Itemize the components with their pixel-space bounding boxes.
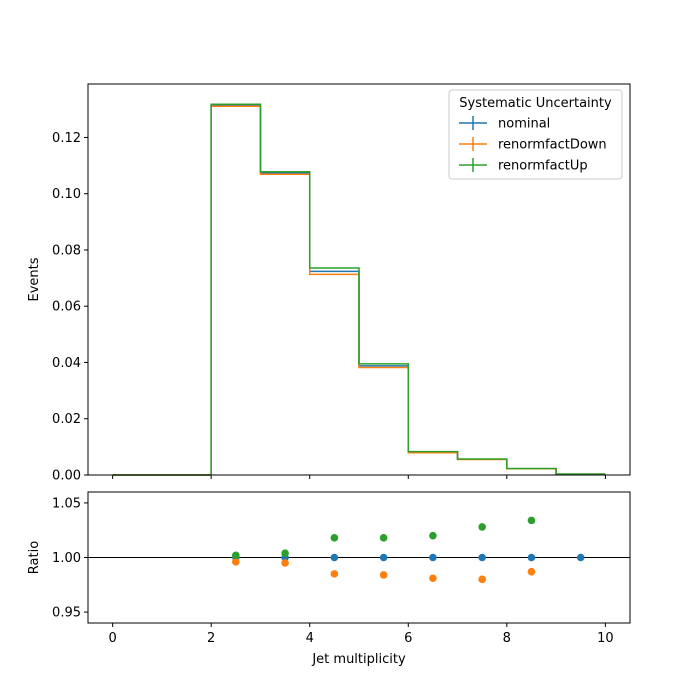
ratio-x-tick-label: 10 — [597, 631, 614, 646]
ratio-point-nominal — [478, 553, 486, 562]
main-panel: 0.00 0.02 0.04 0.06 0.08 0.10 0.12 Events System… — [27, 83, 631, 484]
histogram-renormfactUp — [112, 103, 606, 476]
ratio-x-tick-label: 2 — [207, 631, 215, 646]
ratio-panel: 0.95 1.00 1.05 0 2 4 6 8 10 Ratio Jet multiplicity — [27, 491, 631, 667]
main-y-tick-label: 0.04 — [52, 356, 81, 371]
legend-label-renormfactDown: renormfactDown — [498, 138, 607, 153]
ratio-y-tick-label: 1.05 — [52, 496, 81, 511]
ratio-point-nominal — [330, 553, 339, 562]
legend-label-nominal: nominal — [498, 117, 550, 132]
ratio-x-tick-label: 0 — [108, 631, 116, 646]
ratio-point-renormfactUp — [379, 534, 388, 542]
ratio-point-renormfactDown — [281, 559, 289, 567]
ratio-x-tick-label: 6 — [404, 631, 412, 646]
main-y-tick-label: 0.12 — [52, 131, 81, 146]
ratio-point-renormfactDown — [379, 571, 388, 579]
ratio-point-renormfactDown — [527, 567, 536, 576]
ratio-point-renormfactDown — [478, 575, 486, 584]
main-y-tick-label: 0.00 — [52, 469, 81, 484]
main-axes-frame — [87, 83, 631, 476]
ratio-y-tick-label: 0.95 — [52, 606, 81, 621]
ratio-point-renormfactUp — [527, 516, 536, 525]
legend-title: Systematic Uncertainty — [459, 96, 612, 111]
main-y-tick-label: 0.06 — [52, 300, 81, 315]
ratio-point-renormfactUp — [281, 549, 289, 557]
ratio-point-nominal — [527, 553, 536, 562]
ratio-x-tick-label: 4 — [306, 631, 314, 646]
ratio-axes-frame — [87, 491, 631, 624]
ratio-point-renormfactDown — [429, 574, 437, 583]
x-axis-label: Jet multiplicity — [311, 652, 406, 667]
main-y-tick-label: 0.08 — [52, 243, 81, 258]
ratio-point-nominal — [379, 553, 388, 562]
main-y-tick-label: 0.10 — [52, 187, 81, 202]
ratio-point-nominal — [576, 553, 585, 562]
ratio-point-renormfactUp — [429, 531, 437, 540]
ratio-point-renormfactDown — [232, 558, 240, 566]
ratio-y-axis-label: Ratio — [27, 541, 42, 574]
ratio-point-renormfactDown — [330, 570, 339, 578]
ratio-x-tick-label: 8 — [503, 631, 511, 646]
ratio-point-renormfactUp — [330, 534, 339, 542]
ratio-point-renormfactUp — [232, 551, 240, 560]
main-y-tick-label: 0.02 — [52, 412, 81, 427]
ratio-point-nominal — [429, 553, 437, 562]
ratio-point-renormfactUp — [478, 523, 486, 531]
legend-box — [448, 89, 623, 180]
legend-label-renormfactUp: renormfactUp — [498, 159, 588, 174]
ratio-y-tick-label: 1.00 — [52, 551, 81, 566]
main-y-axis-label: Events — [27, 257, 42, 301]
